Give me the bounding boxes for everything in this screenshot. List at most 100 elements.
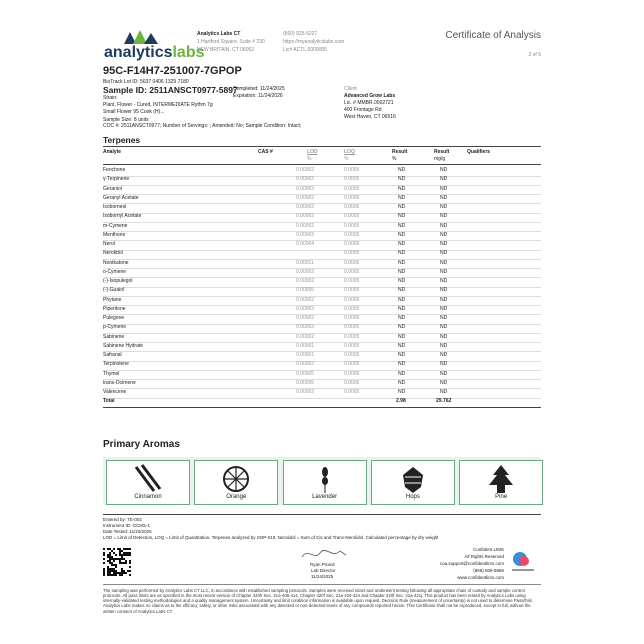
qr-module (125, 562, 127, 564)
column-header: Result (392, 149, 408, 155)
cell: 0.00011 (296, 259, 314, 266)
row-line (103, 305, 541, 306)
cell: ND (398, 287, 406, 294)
cell: 0.00004 (296, 241, 315, 247)
cell: ND (440, 222, 448, 229)
cell: ND (440, 194, 448, 201)
cell: ND (398, 167, 406, 173)
analyte: Phytane (103, 296, 122, 303)
row-line (103, 240, 541, 242)
qr-module (125, 552, 127, 554)
cell: 0.0005 (344, 379, 360, 386)
client-address: 400 Frontage Rd (344, 107, 382, 113)
aroma-box (194, 460, 279, 505)
qr-module (113, 552, 115, 554)
qr-module (119, 574, 121, 576)
unit: % (344, 156, 349, 162)
qr-module (119, 554, 121, 556)
qr-module (119, 558, 121, 560)
cell: ND (398, 250, 406, 257)
aroma-box (459, 460, 544, 505)
completed: Completed: 11/24/2025 (233, 86, 285, 92)
cell: ND (398, 176, 406, 183)
qr-module (107, 570, 109, 572)
cell: 0.0005 (344, 287, 360, 294)
qr-module (121, 570, 123, 572)
cell: ND (440, 278, 448, 284)
column-header: LOD (307, 149, 318, 155)
qr-module (123, 548, 125, 550)
qr-module (119, 552, 121, 554)
column-header: Analyte (103, 149, 122, 155)
qr-module (121, 554, 123, 556)
client-label: Client (344, 86, 357, 92)
row-line (103, 379, 541, 380)
analyte: Isoborneol (103, 204, 127, 210)
unit: % (392, 156, 397, 162)
cell: ND (440, 379, 448, 386)
cell: 0.00002 (296, 315, 315, 321)
qr-module (115, 570, 117, 572)
cell: 0.0005 (344, 167, 360, 173)
analyte: m-Cymene (103, 222, 128, 229)
qr-module (113, 570, 115, 572)
qr-module (109, 570, 111, 572)
qr-module (119, 548, 121, 550)
cell: ND (440, 370, 448, 377)
cell: ND (398, 305, 406, 312)
analyte: Terpinolene (103, 361, 129, 368)
cell: 0.00003 (296, 231, 315, 238)
sample-id: Sample ID: 2511ANSCT0977-5897 (103, 85, 238, 95)
row-line (103, 249, 541, 251)
lims-web: www.confidentlims.com (457, 575, 504, 580)
analyte: Nerolidol (103, 250, 123, 257)
column-header: CAS # (258, 149, 273, 155)
cell: ND (440, 250, 448, 257)
footnote: LOD = Limit of Detection, LOQ = Limit of… (103, 535, 439, 540)
qr-module (109, 574, 111, 576)
qr-module (129, 566, 131, 568)
cell: ND (398, 268, 406, 275)
column-header: LOQ (344, 149, 355, 155)
cell: ND (440, 268, 448, 275)
lab-phone: (860) 925-5227 (283, 31, 318, 37)
expiration: Expiration: 11/24/2026 (233, 93, 283, 99)
cell: ND (440, 333, 448, 340)
qr-module (107, 574, 109, 576)
rule (103, 584, 541, 585)
qr-module (123, 554, 125, 556)
unit: % (307, 156, 312, 162)
qr-module (103, 554, 105, 556)
doc-title: Certificate of Analysis (445, 30, 541, 41)
cell: ND (440, 231, 448, 238)
cell: 0.0005 (344, 305, 360, 312)
qr-module (113, 574, 115, 576)
rule (103, 407, 541, 409)
aroma-label: Pine (495, 494, 508, 500)
cell: 0.0005 (344, 324, 360, 331)
cell: 0.00002 (296, 389, 315, 395)
client-name: Advanced Grow Labs (344, 93, 396, 99)
cell: 0.0005 (344, 194, 360, 201)
qr-module (111, 558, 113, 560)
row-line (103, 397, 541, 399)
qr-module (103, 570, 105, 572)
qr-module (107, 560, 109, 562)
signer-title: Lab Director (311, 568, 336, 573)
cell: ND (398, 241, 406, 247)
qr-module (103, 548, 105, 550)
qr-module (109, 568, 111, 570)
total-cell: 29.762 (436, 398, 452, 405)
qr-module (107, 566, 109, 568)
sample-code: 95C-F14H7-251007-7GPOP (103, 65, 242, 77)
qr-module (119, 572, 121, 574)
analyte: Sabinene Hydrate (103, 342, 144, 349)
aroma-label: Cinnamon (134, 494, 162, 500)
aroma-box (282, 460, 367, 505)
qr-module (123, 558, 125, 560)
qr-module (117, 548, 119, 550)
cell: 0.00003 (296, 305, 315, 312)
analyte: Menthone (103, 231, 126, 238)
cell: 0.0005 (344, 352, 360, 358)
row-line (103, 268, 541, 269)
